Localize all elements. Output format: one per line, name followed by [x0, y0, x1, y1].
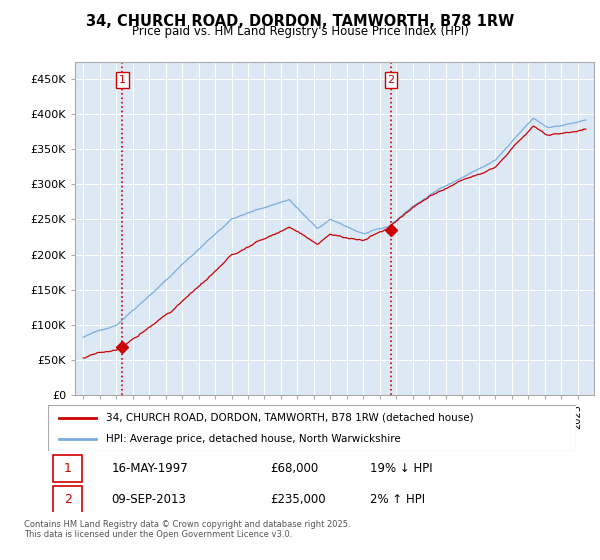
Text: 2: 2 — [64, 493, 72, 506]
Text: 34, CHURCH ROAD, DORDON, TAMWORTH, B78 1RW (detached house): 34, CHURCH ROAD, DORDON, TAMWORTH, B78 1… — [106, 413, 474, 423]
Text: Price paid vs. HM Land Registry's House Price Index (HPI): Price paid vs. HM Land Registry's House … — [131, 25, 469, 38]
Text: 34, CHURCH ROAD, DORDON, TAMWORTH, B78 1RW: 34, CHURCH ROAD, DORDON, TAMWORTH, B78 1… — [86, 14, 514, 29]
Bar — [53, 455, 82, 482]
Text: HPI: Average price, detached house, North Warwickshire: HPI: Average price, detached house, Nort… — [106, 434, 401, 444]
Text: £235,000: £235,000 — [270, 493, 325, 506]
Text: 2: 2 — [388, 75, 395, 85]
Text: 16-MAY-1997: 16-MAY-1997 — [112, 462, 188, 475]
Text: £68,000: £68,000 — [270, 462, 318, 475]
Text: 1: 1 — [119, 75, 126, 85]
Text: 09-SEP-2013: 09-SEP-2013 — [112, 493, 186, 506]
Text: 19% ↓ HPI: 19% ↓ HPI — [370, 462, 433, 475]
Text: Contains HM Land Registry data © Crown copyright and database right 2025.
This d: Contains HM Land Registry data © Crown c… — [24, 520, 350, 539]
Text: 1: 1 — [64, 462, 72, 475]
Bar — [53, 486, 82, 513]
Text: 2% ↑ HPI: 2% ↑ HPI — [370, 493, 425, 506]
